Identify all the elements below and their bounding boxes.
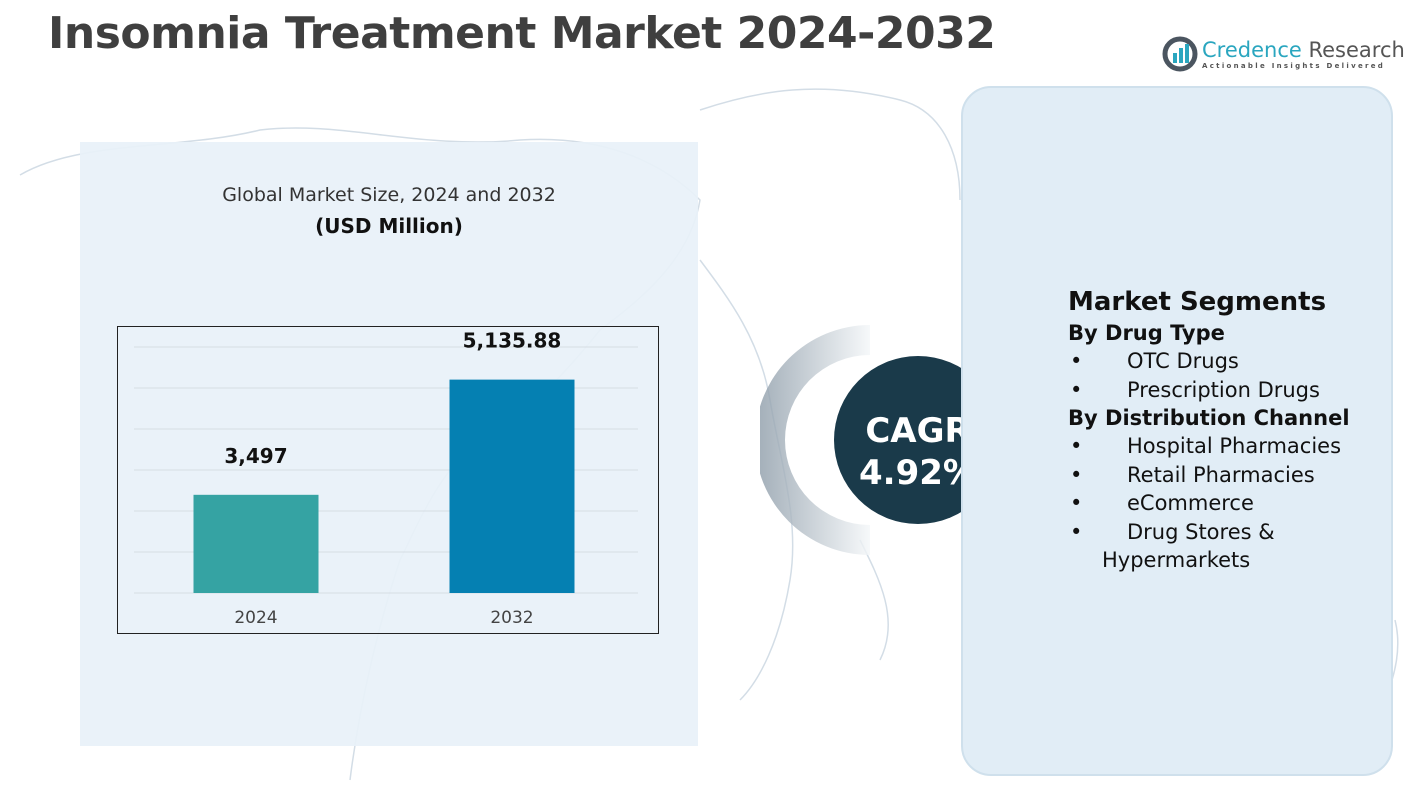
segment-item: • Hospital Pharmacies (1068, 432, 1350, 461)
segments-heading: Market Segments (1068, 287, 1327, 317)
segment-item-label: Retail Pharmacies (1127, 462, 1315, 487)
segment-item-label: Prescription Drugs (1127, 377, 1320, 402)
segment-item-label: Drug Stores & (1127, 519, 1275, 544)
page-title: Insomnia Treatment Market 2024-2032 (48, 8, 996, 59)
chart-title: Global Market Size, 2024 and 2032 (222, 184, 556, 206)
x-tick-label: 2024 (234, 608, 277, 628)
segment-item-label: Hospital Pharmacies (1127, 434, 1342, 458)
segment-group-title: By Distribution Channel (1068, 406, 1350, 430)
cagr-circle (834, 356, 1002, 524)
segment-item-label: eCommerce (1127, 491, 1254, 515)
bar-2032 (449, 379, 575, 593)
bar-chart-svg: 3,497 2024 5,135.88 2032 (134, 329, 638, 628)
logo-name-2: Research (1308, 38, 1405, 62)
segment-item: • OTC Drugs (1068, 347, 1350, 376)
x-tick-label: 2032 (490, 608, 533, 628)
logo-icon (1162, 36, 1198, 72)
logo-tagline: Actionable Insights Delivered (1202, 62, 1386, 70)
data-label: 3,497 (224, 444, 287, 468)
segment-item: • Drug Stores & (1068, 518, 1350, 547)
cagr-value: 4.92% (859, 453, 977, 493)
cagr-ring-arc (760, 325, 870, 555)
chart-panel (80, 142, 698, 746)
segment-item: • eCommerce (1068, 489, 1350, 518)
logo-name-1: Credence (1202, 38, 1302, 62)
segment-group-title: By Drug Type (1068, 321, 1225, 345)
segment-item-continuation: Hypermarkets (1102, 548, 1251, 572)
bar-2024 (193, 494, 319, 593)
segment-item-label: OTC Drugs (1127, 349, 1239, 373)
cagr-label: CAGR (865, 411, 970, 451)
data-label: 5,135.88 (463, 329, 562, 353)
segment-item: • Retail Pharmacies (1068, 461, 1350, 490)
chart-subtitle: (USD Million) (315, 214, 463, 238)
segments-panel (961, 86, 1393, 776)
segment-item: • Prescription Drugs (1068, 376, 1350, 405)
logo: Credence Research Actionable Insights De… (1162, 36, 1405, 72)
market-segments: Market Segments By Drug Type • OTC Drugs … (1068, 287, 1350, 575)
cagr-badge: CAGR 4.92% (760, 325, 1010, 555)
bar-chart: 3,497 2024 5,135.88 2032 (117, 326, 659, 634)
